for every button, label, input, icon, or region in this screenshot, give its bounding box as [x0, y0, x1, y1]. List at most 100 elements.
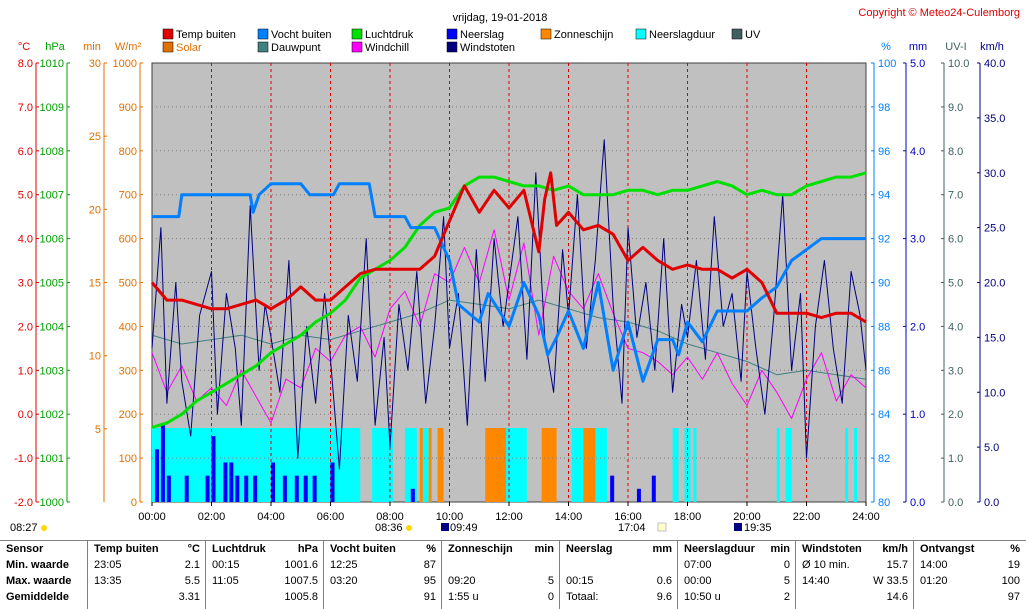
x-tick-label: 20:00 [733, 511, 761, 523]
cell-value: 5.5 [184, 575, 200, 587]
cell-time: 10:50 u [684, 591, 721, 603]
legend-swatch [162, 28, 174, 40]
column-separator [87, 541, 88, 609]
legend-label: UV [745, 29, 761, 41]
x-tick-label: 00:00 [138, 511, 166, 523]
rain-bar [223, 462, 228, 502]
axis-tick-label-right: 82 [878, 453, 890, 465]
summary-column: Ontvangst% 14:00 19 01:20 100 97 [914, 541, 1026, 609]
copyright-text: Copyright © Meteo24-Culemborg [858, 7, 1020, 19]
axis-tick-label-right: 94 [878, 190, 890, 202]
sun-events: 08:27 08:36 09:49 17:04 19:35 [10, 522, 772, 534]
rain-bar [235, 475, 240, 502]
axis-tick-label-left: 400 [119, 321, 137, 333]
axis-tick-label-right: 9.0 [948, 102, 963, 114]
cell-time: 14:00 [920, 559, 948, 571]
column-header: Zonneschijn min [448, 543, 554, 555]
axis-tick-label-left: 1009 [40, 102, 64, 114]
legend-swatch [351, 28, 363, 40]
summary-row: 10:50 u 2 [684, 591, 790, 606]
row-label-min: Min. waarde [6, 559, 69, 571]
x-axis-ticks: 00:00 02:00 04:00 06:00 08:00 10:00 12:00 14:00… [138, 502, 880, 523]
x-tick-label: 10:00 [436, 511, 464, 523]
legend-swatch [446, 41, 458, 53]
moon-icon [441, 523, 449, 531]
axis-unit-right: mm [909, 41, 927, 53]
x-tick-label: 24:00 [852, 511, 880, 523]
column-header: Neerslag mm [566, 543, 672, 555]
column-separator [913, 541, 914, 609]
rain-bar [303, 475, 308, 502]
rain-bar [160, 422, 165, 502]
x-tick-label: 04:00 [257, 511, 285, 523]
cell-time: 11:05 [212, 575, 239, 587]
axis-tick-label-left: 8.0 [18, 58, 33, 70]
cell-time: 14:40 [802, 575, 830, 587]
axis-tick-label-right: 1.0 [910, 409, 925, 421]
axis-tick-label-left: 1007 [40, 190, 64, 202]
axis-unit-right: km/h [980, 41, 1004, 53]
legend: Temp buiten Vocht buiten Luchtdruk Neerslag… [162, 28, 761, 54]
axis-tick-label-left: 500 [119, 278, 137, 290]
legend-label: Luchtdruk [365, 29, 414, 41]
series-line-dauwpunt [151, 299, 867, 380]
legend-label: Neerslagduur [649, 29, 715, 41]
cell-value: 91 [423, 591, 436, 603]
axis-tick-label-right: 15.0 [984, 332, 1005, 344]
axis-tick-label-right: 0.0 [910, 497, 925, 509]
row-label-avg: Gemiddelde [6, 591, 69, 603]
axis-tick-label-left: 6.0 [18, 146, 33, 158]
axis-tick-label-left: 1005 [40, 278, 64, 290]
axis-tick-label-right: 2.0 [948, 409, 963, 421]
summary-row: 14:40 W 33.5 [802, 575, 908, 590]
cell-value: 1007.5 [284, 575, 318, 587]
summary-table: Sensor Min. waarde Max. waarde Gemiddelde Te… [0, 540, 1026, 609]
axis-tick-label-left: 1006 [40, 234, 64, 246]
axis-tick-label-left: 900 [119, 102, 137, 114]
axis-tick-label-right: 100 [878, 58, 896, 70]
summary-row: 23:05 2.1 [94, 559, 200, 574]
axis-tick-label-left: 3.0 [18, 278, 33, 290]
axis-unit-right: UV-I [945, 41, 966, 53]
axis-tick-label-right: 3.0 [910, 234, 925, 246]
summary-column: Neerslagduur min 07:00 0 00:00 5 10:50 u 2 [678, 541, 796, 609]
summary-column: Temp buiten °C 23:05 2.1 13:35 5.5 3.31 [88, 541, 206, 609]
cell-time: 00:00 [684, 575, 712, 587]
summary-row: 3.31 [94, 591, 200, 606]
column-title: Neerslagduur [684, 543, 755, 555]
series-line-temp-buiten [150, 171, 867, 324]
rain-bar [294, 475, 299, 502]
axis-tick-label-right: 0.0 [984, 497, 999, 509]
axis-tick-label-right: 90 [878, 278, 890, 290]
band-rain-duration [785, 428, 792, 502]
rain-bar [205, 475, 210, 502]
summary-row: 12:25 87 [330, 559, 436, 574]
series-line-windstoten [151, 139, 867, 470]
summary-column: Zonneschijn min 09:20 5 1:55 u 0 [442, 541, 560, 609]
band-rain-duration [404, 428, 417, 502]
column-title: Luchtdruk [212, 543, 266, 555]
summary-row: 01:20 100 [920, 575, 1020, 590]
cell-time: 07:00 [684, 559, 712, 571]
axis-tick-label-right: 20.0 [984, 278, 1005, 290]
axis-tick-label-right: 1.0 [948, 453, 963, 465]
column-unit: °C [187, 543, 200, 555]
moon-set-icon [734, 523, 742, 531]
summary-row: 00:00 5 [684, 575, 790, 590]
sunrise-icon [406, 525, 412, 531]
sunset-time: 17:04 [618, 522, 646, 534]
cell-value: 1005.8 [284, 591, 318, 603]
axis-tick-label-right: 2.0 [910, 321, 925, 333]
cell-value: 95 [423, 575, 436, 587]
summary-row: 14:00 19 [920, 559, 1020, 574]
legend-swatch [351, 41, 363, 53]
axis-tick-label-right: 5.0 [984, 442, 999, 454]
summary-column: Vocht buiten% 12:25 87 03:20 95 91 [324, 541, 442, 609]
axis-tick-label-right: 5.0 [948, 278, 963, 290]
summary-row: 11:05 1007.5 [212, 575, 318, 590]
cell-value: 2 [783, 591, 790, 603]
rain-bars [154, 422, 656, 502]
sun-event-left: 08:27 [10, 522, 38, 534]
column-separator [323, 541, 324, 609]
column-unit: mm [652, 543, 672, 555]
